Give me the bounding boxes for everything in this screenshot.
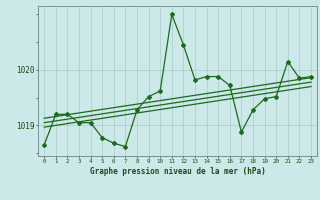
- X-axis label: Graphe pression niveau de la mer (hPa): Graphe pression niveau de la mer (hPa): [90, 167, 266, 176]
